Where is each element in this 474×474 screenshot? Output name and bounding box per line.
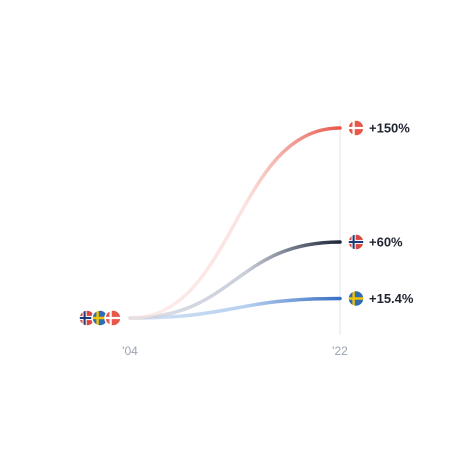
end-sweden-flag-icon — [347, 289, 365, 308]
x-axis-ticks: '04 '22 — [122, 344, 348, 358]
start-norway-flag-icon — [78, 309, 96, 327]
start-denmark-flag-icon — [104, 309, 122, 327]
x-tick-label: '04 — [122, 344, 138, 358]
value-label-sweden: +15.4% — [369, 291, 414, 306]
start-flag-stack — [78, 309, 122, 327]
x-tick-label: '22 — [332, 344, 348, 358]
end-value-labels: +150% +60% +15.4% — [347, 119, 414, 308]
value-label-denmark: +150% — [369, 121, 410, 136]
end-denmark-flag-icon — [347, 119, 365, 137]
series-lines — [128, 126, 342, 320]
series-line-sweden — [128, 296, 342, 320]
series-line-denmark — [128, 126, 342, 320]
series-line-norway — [128, 240, 342, 320]
value-label-norway: +60% — [369, 235, 403, 250]
end-norway-flag-icon — [347, 233, 365, 251]
